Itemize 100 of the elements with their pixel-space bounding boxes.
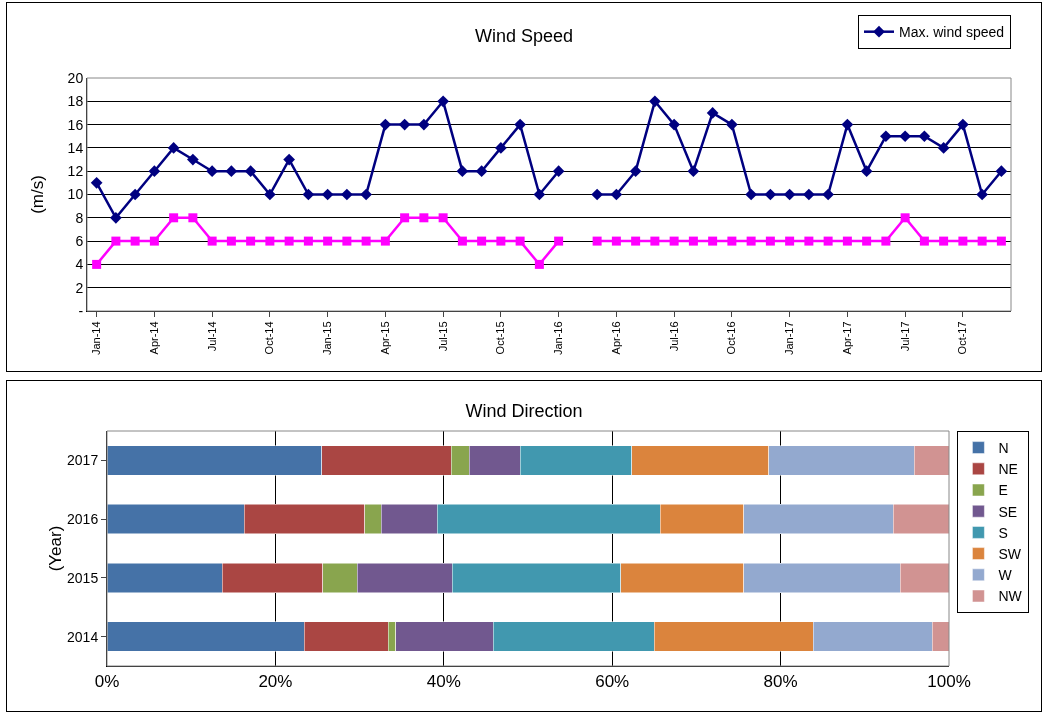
point [187,153,199,166]
x-tick-label: Jan-14 [90,321,103,356]
y-tick-label: 20 [67,69,84,86]
x-tick-label: Jul-15 [436,321,449,352]
point [226,236,236,246]
point [765,236,775,246]
point [764,188,777,201]
y-tick-label: 2014 [67,628,99,645]
y-tick-label: 2 [75,279,84,296]
x-tick-label: 100% [927,672,971,692]
point [496,236,506,246]
x-tick-label: Apr-16 [609,321,622,355]
point [188,213,198,223]
legend-label: SW [998,546,1022,563]
legend-label: Max. wind speed [899,24,1005,41]
point [514,118,526,131]
point [477,236,487,246]
x-tick-label: 20% [258,672,293,692]
point [958,236,968,246]
point [207,236,217,246]
point [708,236,718,246]
point [995,165,1008,178]
x-tick-label: 0% [94,672,120,692]
point [244,165,257,178]
point [688,236,698,246]
y-tick-label: 10 [67,186,84,203]
point [515,236,525,246]
point [803,188,815,201]
point [976,188,988,201]
x-tick-label: Apr-17 [840,321,853,355]
point [418,118,430,131]
x-tick-label: Apr-14 [147,321,160,355]
point [457,236,467,246]
point [939,236,949,246]
point [264,188,276,201]
point [323,236,333,246]
point [785,236,795,246]
point [592,236,602,246]
chart-title: Wind Direction [465,401,583,422]
point [860,165,873,178]
x-tick-label: Oct-17 [956,321,969,355]
x-tick-label: Jan-16 [552,321,565,356]
point [881,236,891,246]
point [727,236,737,246]
x-tick-label: Oct-16 [725,321,738,355]
point [996,236,1006,246]
point [534,259,544,269]
point [361,236,371,246]
point [880,130,892,143]
x-tick-label: Jul-16 [667,321,680,352]
x-tick-label: Jul-17 [898,321,911,352]
point [706,107,719,119]
y-tick-label: 14 [67,139,84,156]
chart-title: Wind Speed [474,26,574,47]
legend-label: W [998,567,1013,584]
legend-label: NE [998,461,1018,478]
x-tick-label: 80% [763,672,798,692]
legend-label: N [998,440,1009,457]
point [591,188,603,201]
point [611,236,621,246]
x-tick-label: 40% [426,672,461,692]
point [862,236,872,246]
point [129,188,141,201]
point [668,118,680,131]
y-tick-label: 12 [67,163,84,180]
point [283,153,295,166]
point [918,130,931,143]
point [149,236,159,246]
point [111,236,121,246]
x-tick-label: Jan-17 [783,321,796,356]
point [783,188,796,201]
point [398,118,411,131]
legend-label: SE [998,503,1018,520]
x-tick-label: 60% [595,672,630,692]
point [360,188,372,201]
point [167,142,180,154]
point [90,177,103,189]
point [495,142,507,154]
x-tick-label: Oct-15 [494,321,507,355]
x-tick-label: Jan-15 [321,321,334,356]
point [822,188,834,201]
legend-label: NW [998,588,1023,605]
x-tick-label: Jul-14 [205,321,218,352]
y-tick-label: 2016 [67,511,99,528]
y-tick-label: 16 [67,116,84,133]
y-tick-label: 2017 [67,452,99,469]
point [206,165,218,178]
point [400,213,410,223]
point [726,118,738,131]
point [92,259,102,269]
point [669,236,679,246]
point [302,188,315,201]
point [552,165,565,178]
point [341,188,353,201]
point [438,213,448,223]
point [919,236,929,246]
x-tick-label: Apr-15 [378,321,391,355]
x-tick-label: Oct-14 [263,321,276,355]
y-axis-title: (Year) [46,525,66,572]
point [650,236,660,246]
